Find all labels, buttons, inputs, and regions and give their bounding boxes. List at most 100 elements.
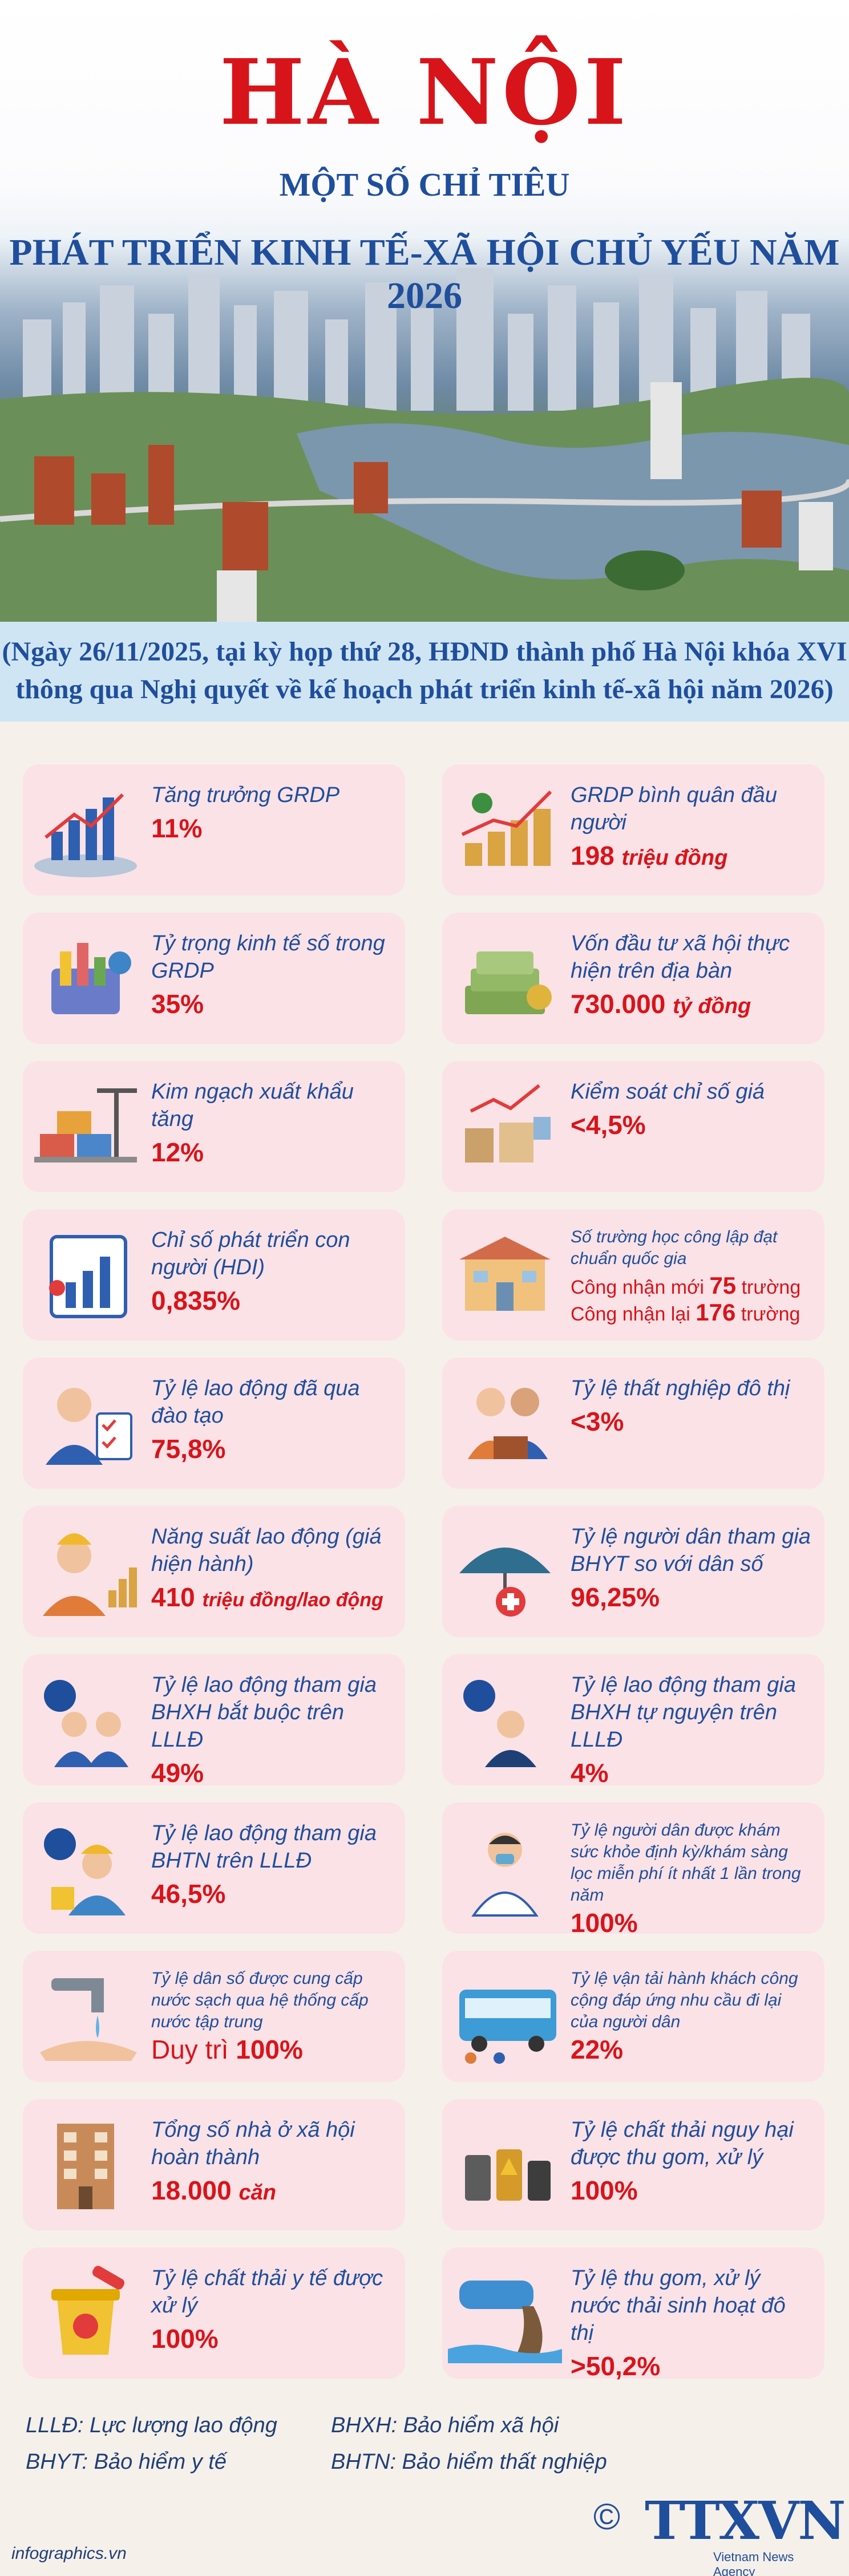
- indicator-label: Kiểm soát chỉ số giá: [571, 1080, 765, 1104]
- school-renew-value: 176: [696, 1299, 736, 1326]
- hazardous-waste-icon: [465, 2149, 551, 2201]
- indicator-value: 198: [571, 841, 614, 870]
- indicator-label: GRDP bình quân đầu người: [571, 783, 777, 835]
- indicator-value: 100%: [571, 2176, 638, 2205]
- price-index-icon: [465, 1084, 551, 1163]
- labor-productivity-icon: [43, 1533, 137, 1616]
- intro-banner: (Ngày 26/11/2025, tại kỳ họp thứ 28, HĐN…: [0, 622, 849, 722]
- indicator-card: Tỷ lệ dân số được cung cấp nước sạch qua…: [23, 1951, 405, 2082]
- indicator-label: Tỷ lệ người dân tham gia BHYT so với dân…: [571, 1525, 811, 1576]
- indicator-card: Năng suất lao động (giá hiện hành) 410 t…: [23, 1506, 405, 1637]
- hdi-chart-icon: [49, 1235, 127, 1318]
- subtitle-line-2: PHÁT TRIỂN KINH TẾ-XÃ HỘI CHỦ YẾU NĂM 20…: [9, 232, 840, 317]
- legend-bhtn: BHTN: Bảo hiểm thất nghiệp: [331, 2450, 607, 2474]
- intro-line-2: thông qua Nghị quyết về kế hoạch phát tr…: [15, 674, 834, 704]
- wastewater-pipe-icon: [448, 2281, 562, 2363]
- logo-wordmark: TTXVN: [645, 2490, 846, 2551]
- intro-line-1: (Ngày 26/11/2025, tại kỳ họp thứ 28, HĐN…: [2, 637, 847, 667]
- indicator-unit: tỷ đồng: [673, 994, 751, 1018]
- grdp-chart-icon: [34, 793, 137, 877]
- public-bus-icon: [459, 1990, 556, 2064]
- indicator-value: 18.000: [151, 2176, 232, 2205]
- indicator-card: Kiểm soát chỉ số giá <4,5%: [442, 1061, 824, 1192]
- indicator-label: Kim ngạch xuất khẩu tăng: [151, 1080, 354, 1131]
- city-skyline-illustration: [0, 268, 849, 622]
- indicator-value: 22%: [571, 2035, 624, 2064]
- indicator-card: Tỷ lệ lao động tham gia BHXH bắt buộc tr…: [23, 1654, 405, 1788]
- school-building-icon: [459, 1237, 551, 1311]
- indicator-label: Tỷ lệ chất thải y tế được xử lý: [151, 2266, 383, 2318]
- legend-bhyt: BHYT: Bảo hiểm y tế: [26, 2450, 227, 2474]
- container-port-icon: [34, 1088, 137, 1163]
- indicator-card: Tỷ lệ người dân được khám sức khỏe định …: [442, 1803, 824, 1938]
- indicator-label: Vốn đầu tư xã hội thực hiện trên địa bàn: [571, 931, 790, 983]
- school-new-label: Công nhận mới: [571, 1277, 704, 1298]
- unemployment-insurance-icon: [44, 1828, 126, 1915]
- indicator-value: 410: [151, 1582, 195, 1612]
- digital-economy-icon: [51, 943, 131, 1014]
- indicator-card: Tỷ lệ thu gom, xử lý nước thải sinh hoạt…: [442, 2247, 824, 2381]
- indicator-value: 11%: [151, 813, 203, 843]
- indicator-label: Tỷ lệ chất thải nguy hại được thu gom, x…: [571, 2118, 794, 2169]
- indicator-label: Tỷ lệ thu gom, xử lý nước thải sinh hoạt…: [571, 2266, 786, 2345]
- indicator-card: Tỷ lệ người dân tham gia BHYT so với dân…: [442, 1506, 824, 1637]
- page-title: HÀ NỘI: [219, 40, 630, 145]
- indicator-card: GRDP bình quân đầu người 198 triệu đồng: [442, 764, 824, 896]
- indicator-label: Tỷ lệ lao động tham gia BHTN trên LLLĐ: [151, 1821, 377, 1873]
- source-link[interactable]: infographics.vn: [11, 2544, 127, 2563]
- indicator-card: Tỷ lệ lao động tham gia BHXH tự nguyện t…: [442, 1654, 824, 1788]
- indicator-value: 730.000: [571, 989, 666, 1019]
- indicator-unit: triệu đồng/lao động: [202, 1589, 383, 1611]
- indicator-value: 75,8%: [151, 1434, 226, 1464]
- indicator-card: Tỷ trọng kinh tế số trong GRDP 35%: [23, 913, 405, 1044]
- money-stack-icon: [465, 951, 552, 1014]
- legend-lllD: LLLĐ: Lực lượng lao động: [26, 2413, 277, 2437]
- indicator-value: 49%: [151, 1758, 204, 1788]
- subtitle-line-1: MỘT SỐ CHỈ TIÊU: [279, 166, 570, 203]
- school-new-unit: trường: [741, 1277, 801, 1298]
- indicator-value: 0,835%: [151, 1286, 241, 1315]
- indicator-label: Tỷ lệ lao động tham gia BHXH tự nguyện t…: [571, 1673, 797, 1752]
- water-tap-icon: [40, 1978, 137, 2061]
- indicator-value: 96,25%: [571, 1582, 660, 1612]
- apartment-building-icon: [57, 2124, 114, 2209]
- indicator-card: Tổng số nhà ở xã hội hoàn thành 18.000 c…: [23, 2099, 405, 2230]
- indicator-unit: triệu đồng: [621, 846, 728, 870]
- indicator-label: Tăng trưởng GRDP: [151, 783, 340, 807]
- doctor-icon: [471, 1833, 539, 1917]
- indicator-label: Tỷ lệ thất nghiệp đô thị: [571, 1376, 790, 1400]
- indicator-label: Tỷ lệ vận tải hành khách công cộng đáp ứ…: [571, 1969, 798, 2031]
- indicator-card: Tỷ lệ lao động tham gia BHTN trên LLLĐ 4…: [23, 1803, 405, 1934]
- legend-right: BHXH: Bảo hiểm xã hội BHTN: Bảo hiểm thấ…: [331, 2407, 607, 2480]
- indicator-card: Số trường học công lập đạt chuẩn quốc gi…: [442, 1209, 824, 1340]
- indicator-label: Chỉ số phát triển con người (HDI): [151, 1228, 350, 1279]
- indicator-value: <4,5%: [571, 1110, 646, 1140]
- indicator-card: Tỷ lệ chất thải y tế được xử lý 100%: [23, 2247, 405, 2379]
- indicator-card: Chỉ số phát triển con người (HDI) 0,835%: [23, 1209, 405, 1340]
- school-new-value: 75: [709, 1272, 737, 1299]
- trained-worker-icon: [46, 1388, 132, 1465]
- indicator-value: 46,5%: [151, 1879, 226, 1909]
- indicator-label: Số trường học công lập đạt chuẩn quốc gi…: [571, 1228, 778, 1268]
- indicator-value: <3%: [571, 1407, 624, 1436]
- indicator-label: Tổng số nhà ở xã hội hoàn thành: [151, 2118, 355, 2169]
- ttxvn-logo: © TTXVN Vietnam News Agency: [593, 2490, 846, 2576]
- indicator-unit: căn: [238, 2181, 276, 2205]
- indicator-card: Tỷ lệ vận tải hành khách công cộng đáp ứ…: [442, 1951, 824, 2082]
- legend-bhxh: BHXH: Bảo hiểm xã hội: [331, 2413, 559, 2437]
- indicator-value: 100%: [571, 1908, 638, 1938]
- indicator-label: Tỷ lệ lao động tham gia BHXH bắt buộc tr…: [151, 1673, 377, 1752]
- medical-waste-icon: [51, 2266, 125, 2355]
- indicator-value: 4%: [571, 1758, 609, 1788]
- unemployment-icon: [468, 1388, 548, 1459]
- legend-left: LLLĐ: Lực lượng lao động BHYT: Bảo hiểm …: [26, 2407, 277, 2480]
- indicator-value: >50,2%: [571, 2351, 661, 2381]
- indicator-label: Tỷ lệ người dân được khám sức khỏe định …: [571, 1821, 801, 1905]
- school-renew-unit: trường: [741, 1303, 801, 1325]
- indicator-value: 100%: [151, 2324, 219, 2354]
- indicator-label: Tỷ lệ dân số được cung cấp nước sạch qua…: [151, 1969, 369, 2031]
- indicator-card: Tỷ lệ chất thải nguy hại được thu gom, x…: [442, 2099, 824, 2230]
- indicator-card: Vốn đầu tư xã hội thực hiện trên địa bàn…: [442, 913, 824, 1044]
- coins-growth-icon: [461, 790, 552, 866]
